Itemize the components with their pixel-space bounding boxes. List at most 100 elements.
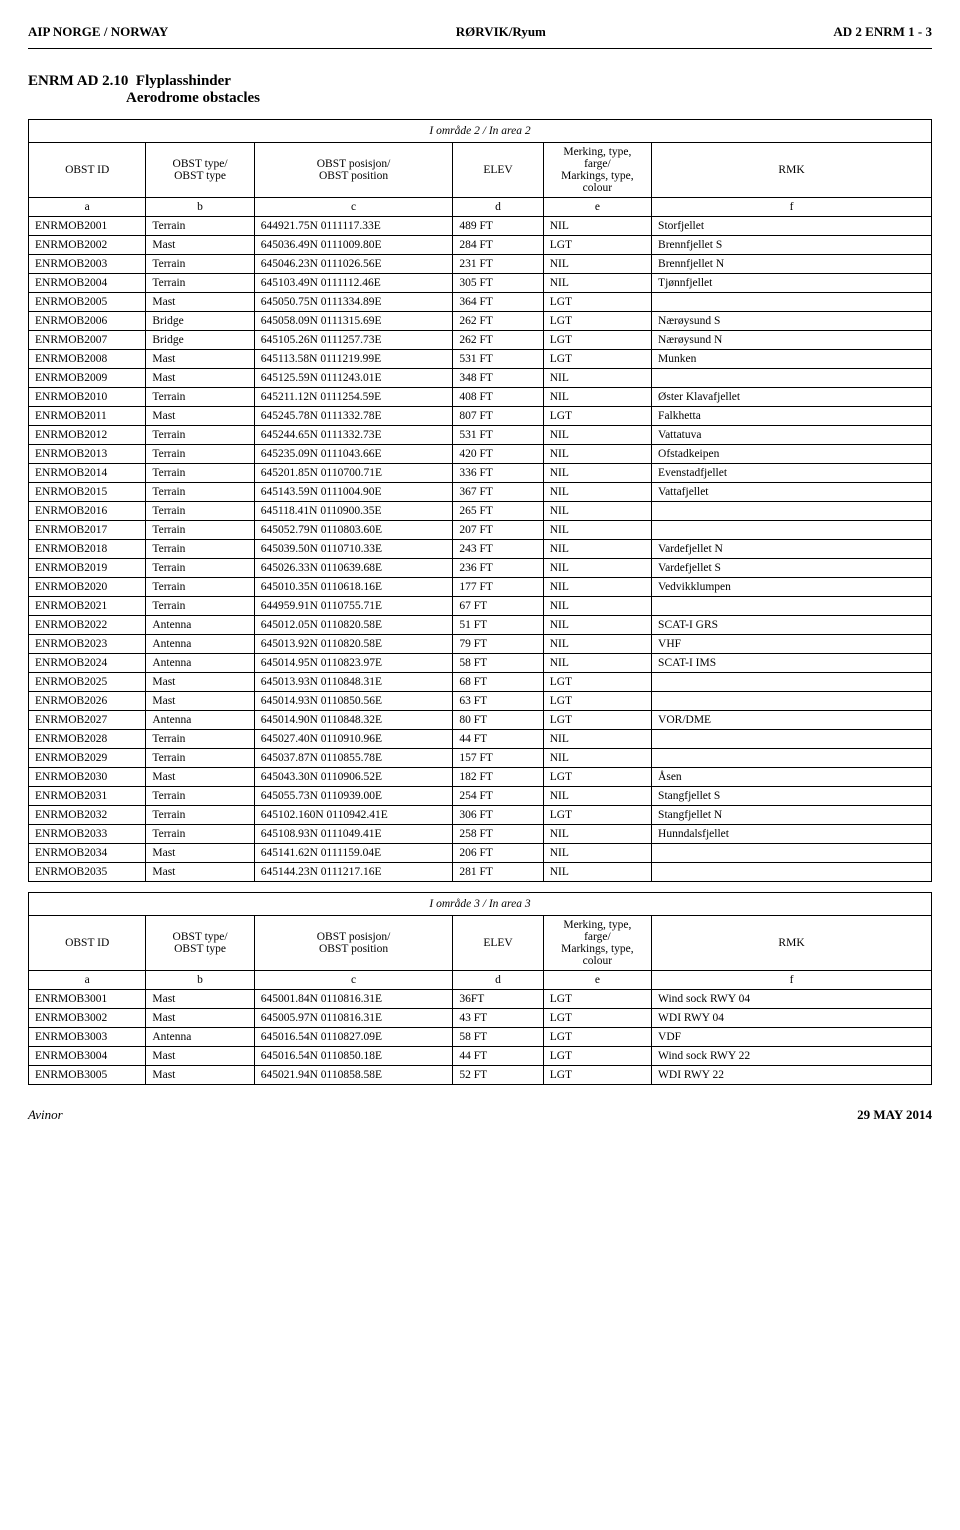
cell-mark: NIL (543, 844, 651, 863)
cell-mark: NIL (543, 369, 651, 388)
cell-rmk: VHF (652, 635, 932, 654)
cell-pos: 645012.05N 0110820.58E (254, 616, 453, 635)
cell-mark: LGT (543, 768, 651, 787)
cell-id: ENRMOB2035 (29, 863, 146, 882)
cell-type: Terrain (146, 426, 254, 445)
cell-rmk: Brennfjellet S (652, 236, 932, 255)
cell-type: Terrain (146, 806, 254, 825)
header-right: AD 2 ENRM 1 - 3 (833, 24, 932, 40)
section-title-no: Flyplasshinder (136, 73, 231, 89)
cell-mark: NIL (543, 616, 651, 635)
cell-mark: NIL (543, 635, 651, 654)
cell-id: ENRMOB2001 (29, 217, 146, 236)
cell-id: ENRMOB2015 (29, 483, 146, 502)
cell-mark: NIL (543, 502, 651, 521)
cell-pos: 645125.59N 0111243.01E (254, 369, 453, 388)
cell-type: Terrain (146, 578, 254, 597)
cell-type: Terrain (146, 787, 254, 806)
cell-rmk (652, 521, 932, 540)
cell-elev: 281 FT (453, 863, 543, 882)
cell-type: Mast (146, 673, 254, 692)
cell-type: Terrain (146, 597, 254, 616)
col-obst-pos: OBST posisjon/OBST position (254, 916, 453, 971)
cell-id: ENRMOB2007 (29, 331, 146, 350)
cell-pos: 644959.91N 0110755.71E (254, 597, 453, 616)
cell-id: ENRMOB2020 (29, 578, 146, 597)
cell-mark: LGT (543, 236, 651, 255)
cell-mark: LGT (543, 1066, 651, 1085)
cell-id: ENRMOB2003 (29, 255, 146, 274)
column-header-row: OBST ID OBST type/OBST type OBST posisjo… (29, 143, 932, 198)
cell-elev: 44 FT (453, 1047, 543, 1066)
cell-type: Mast (146, 236, 254, 255)
cell-pos: 645058.09N 0111315.69E (254, 312, 453, 331)
cell-rmk: Stangfjellet N (652, 806, 932, 825)
table-row: ENRMOB2030Mast645043.30N 0110906.52E182 … (29, 768, 932, 787)
cell-elev: 807 FT (453, 407, 543, 426)
cell-type: Mast (146, 692, 254, 711)
cell-mark: NIL (543, 426, 651, 445)
table-row: ENRMOB2033Terrain645108.93N 0111049.41E2… (29, 825, 932, 844)
cell-rmk: Falkhetta (652, 407, 932, 426)
header-left: AIP NORGE / NORWAY (28, 24, 168, 40)
cell-id: ENRMOB2005 (29, 293, 146, 312)
col-letter: b (146, 971, 254, 990)
cell-pos: 645102.160N 0110942.41E (254, 806, 453, 825)
col-markings: Merking, type, farge/Markings, type, col… (543, 916, 651, 971)
table-row: ENRMOB2024Antenna645014.95N 0110823.97E5… (29, 654, 932, 673)
cell-id: ENRMOB3002 (29, 1009, 146, 1028)
cell-pos: 645244.65N 0111332.73E (254, 426, 453, 445)
cell-mark: NIL (543, 578, 651, 597)
cell-rmk: Øster Klavafjellet (652, 388, 932, 407)
table-row: ENRMOB2010Terrain645211.12N 0111254.59E4… (29, 388, 932, 407)
cell-pos: 645118.41N 0110900.35E (254, 502, 453, 521)
cell-elev: 531 FT (453, 426, 543, 445)
col-letter: c (254, 198, 453, 217)
cell-type: Terrain (146, 274, 254, 293)
cell-type: Mast (146, 1009, 254, 1028)
cell-mark: LGT (543, 293, 651, 312)
col-markings: Merking, type, farge/Markings, type, col… (543, 143, 651, 198)
cell-mark: LGT (543, 1047, 651, 1066)
cell-mark: NIL (543, 597, 651, 616)
table-row: ENRMOB2016Terrain645118.41N 0110900.35E2… (29, 502, 932, 521)
cell-id: ENRMOB2014 (29, 464, 146, 483)
table-row: ENRMOB2021Terrain644959.91N 0110755.71E6… (29, 597, 932, 616)
cell-type: Mast (146, 350, 254, 369)
cell-mark: LGT (543, 407, 651, 426)
table-row: ENRMOB2007Bridge645105.26N 0111257.73E26… (29, 331, 932, 350)
table-row: ENRMOB2012Terrain645244.65N 0111332.73E5… (29, 426, 932, 445)
col-letter: b (146, 198, 254, 217)
cell-mark: NIL (543, 863, 651, 882)
cell-pos: 645046.23N 0111026.56E (254, 255, 453, 274)
footer-right: 29 MAY 2014 (857, 1107, 932, 1123)
cell-mark: LGT (543, 692, 651, 711)
table-row: ENRMOB3002Mast645005.97N 0110816.31E43 F… (29, 1009, 932, 1028)
cell-id: ENRMOB2029 (29, 749, 146, 768)
cell-mark: NIL (543, 217, 651, 236)
cell-rmk: Munken (652, 350, 932, 369)
table-row: ENRMOB2015Terrain645143.59N 0111004.90E3… (29, 483, 932, 502)
cell-elev: 63 FT (453, 692, 543, 711)
cell-type: Antenna (146, 616, 254, 635)
table-row: ENRMOB2009Mast645125.59N 0111243.01E348 … (29, 369, 932, 388)
table-row: ENRMOB3003Antenna645016.54N 0110827.09E5… (29, 1028, 932, 1047)
cell-id: ENRMOB2034 (29, 844, 146, 863)
cell-pos: 645013.93N 0110848.31E (254, 673, 453, 692)
cell-type: Terrain (146, 445, 254, 464)
table-row: ENRMOB2011Mast645245.78N 0111332.78E807 … (29, 407, 932, 426)
cell-pos: 645143.59N 0111004.90E (254, 483, 453, 502)
page-footer: Avinor 29 MAY 2014 (28, 1107, 932, 1123)
cell-rmk (652, 692, 932, 711)
col-letter: d (453, 198, 543, 217)
cell-id: ENRMOB2012 (29, 426, 146, 445)
cell-type: Terrain (146, 730, 254, 749)
cell-type: Mast (146, 844, 254, 863)
cell-rmk: Tjønnfjellet (652, 274, 932, 293)
cell-type: Antenna (146, 654, 254, 673)
cell-pos: 644921.75N 0111117.33E (254, 217, 453, 236)
table-row: ENRMOB2005Mast645050.75N 0111334.89E364 … (29, 293, 932, 312)
cell-type: Terrain (146, 540, 254, 559)
cell-elev: 367 FT (453, 483, 543, 502)
cell-id: ENRMOB2018 (29, 540, 146, 559)
